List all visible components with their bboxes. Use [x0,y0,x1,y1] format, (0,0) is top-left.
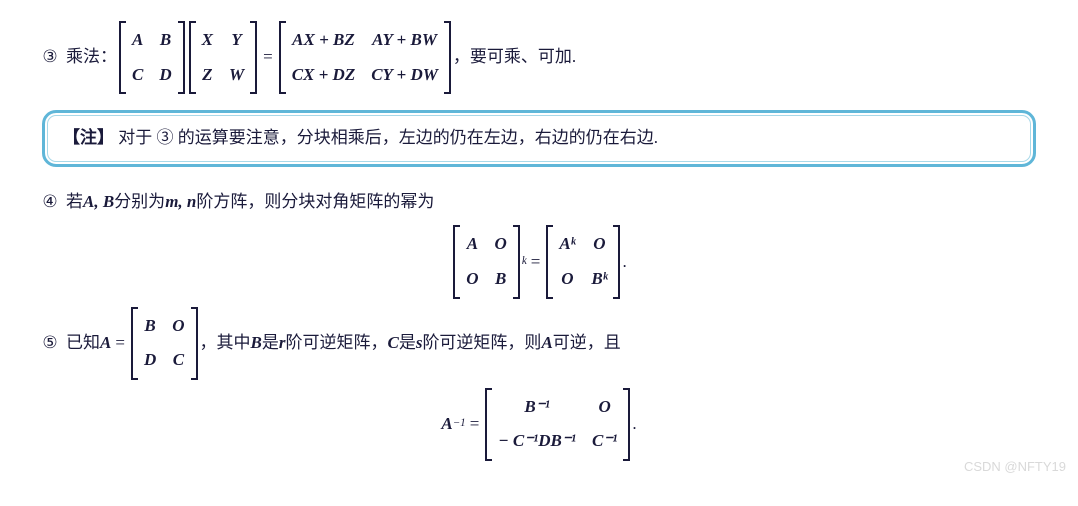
cell: − C⁻¹DB⁻¹ [498,426,576,457]
cell: B [159,25,171,56]
var-A2: A [541,328,552,359]
cell: B [495,264,507,295]
var-r: r [279,328,286,359]
note-callout: 【注】 对于 ③ 的运算要注意，分块相乘后，左边的仍在左边，右边的仍在右边. [40,108,1038,169]
matrix-3a: A B C D [119,21,185,94]
item-4-equation: A O O B k = Aᵏ O O Bᵏ . [40,225,1038,298]
cell: A [466,229,478,260]
cell: O [495,229,507,260]
cell: CY + DW [371,60,438,91]
cell: Y [229,25,244,56]
tail-3: ，要可乘、可加. [453,42,576,73]
equals: = [527,247,545,278]
matrix-4R: Aᵏ O O Bᵏ [546,225,620,298]
marker-4: ④ [40,187,60,218]
cell: B [144,311,156,342]
text: 阶方阵，则分块对角矩阵的幂为 [196,187,434,218]
matrix-3c: AX + BZ AY + BW CX + DZ CY + DW [279,21,451,94]
cell: C⁻¹ [592,426,617,457]
var-ab: A, B [83,187,114,218]
var-A: A [100,328,111,359]
var-B: B [251,328,262,359]
lhs-A: A [441,409,452,440]
text: 已知 [66,328,100,359]
text: 是 [262,328,279,359]
cell: AY + BW [371,25,438,56]
lhs-pow: −1 [453,414,466,434]
text: 阶可逆矩阵，则 [422,328,541,359]
text: 是 [399,328,416,359]
text: 分别为 [114,187,165,218]
period: . [622,247,626,278]
note-tag: 【注】 [63,128,114,147]
cell: O [559,264,575,295]
var-mn: m, n [165,187,196,218]
matrix-4L: A O O B [453,225,520,298]
marker-3: ③ [40,42,60,73]
cell: C [132,60,143,91]
cell: D [159,60,171,91]
label-3: 乘法： [66,42,117,73]
item-3: ③ 乘法： A B C D X Y Z W = AX + BZ AY + BW … [40,21,1038,94]
cell: O [172,311,184,342]
text: ，其中 [200,328,251,359]
cell: A [132,25,143,56]
matrix-5b: B⁻¹ O − C⁻¹DB⁻¹ C⁻¹ [485,388,630,461]
cell: O [592,392,617,423]
cell: Aᵏ [559,229,575,260]
cell: X [202,25,213,56]
cell: D [144,345,156,376]
equals: = [466,409,484,440]
text: 可逆，且 [553,328,621,359]
text: 阶可逆矩阵， [285,328,387,359]
item-5-text: ⑤ 已知 A = B O D C ，其中 B 是 r 阶可逆矩阵， C 是 s … [40,307,1038,380]
equals: = [259,42,277,73]
watermark: CSDN @NFTY19 [964,455,1066,478]
matrix-3b: X Y Z W [189,21,257,94]
equals: = [111,328,129,359]
item-4-text: ④ 若 A, B 分别为 m, n 阶方阵，则分块对角矩阵的幂为 [40,187,1038,218]
cell: C [172,345,184,376]
var-C: C [387,328,398,359]
marker-5: ⑤ [40,328,60,359]
var-s: s [416,328,423,359]
cell: Z [202,60,213,91]
period: . [632,409,636,440]
item-5-equation: A −1 = B⁻¹ O − C⁻¹DB⁻¹ C⁻¹ . [40,388,1038,461]
matrix-5a: B O D C [131,307,198,380]
cell: AX + BZ [292,25,356,56]
cell: Bᵏ [591,264,607,295]
cell: B⁻¹ [498,392,576,423]
text: 若 [66,187,83,218]
cell: O [466,264,478,295]
cell: O [591,229,607,260]
cell: CX + DZ [292,60,356,91]
cell: W [229,60,244,91]
note-text: 对于 ③ 的运算要注意，分块相乘后，左边的仍在左边，右边的仍在右边. [118,128,658,147]
